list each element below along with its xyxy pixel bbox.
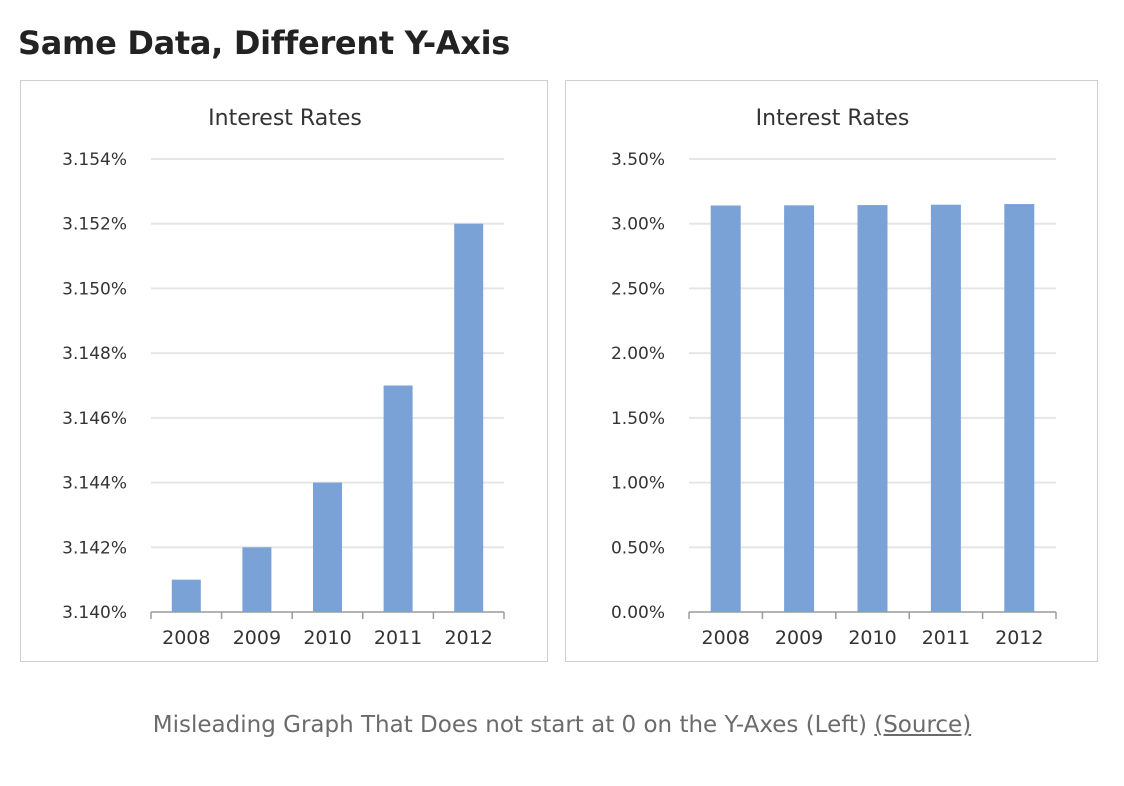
- page-title: Same Data, Different Y-Axis: [18, 24, 511, 62]
- caption-text: Misleading Graph That Does not start at …: [152, 712, 875, 738]
- y-tick-label: 0.00%: [611, 603, 665, 623]
- source-link[interactable]: (Source): [874, 712, 972, 738]
- x-tick-label: 2010: [848, 627, 896, 649]
- x-tick-label: 2012: [445, 627, 493, 649]
- x-tick-label: 2009: [233, 627, 281, 649]
- left-chart-panel: Interest Rates 3.140% 3.142% 3.144% 3.146% 3.…: [20, 80, 548, 662]
- left-bar-chart: Interest Rates 3.140% 3.142% 3.144% 3.146% 3.…: [62, 106, 505, 649]
- x-tick-label: 2009: [775, 627, 823, 649]
- x-tick-label: 2011: [374, 627, 422, 649]
- bar-2008: [171, 579, 201, 612]
- bar-2009: [242, 547, 272, 612]
- bar-2010: [313, 482, 342, 612]
- y-tick-label: 1.00%: [611, 474, 665, 494]
- bar-2008: [710, 205, 741, 613]
- x-tick-label: 2008: [162, 627, 210, 649]
- x-tick-label: 2012: [995, 627, 1043, 649]
- figure-caption: Misleading Graph That Does not start at …: [0, 712, 1124, 738]
- y-tick-label: 3.50%: [611, 150, 665, 170]
- bar-2009: [784, 205, 815, 612]
- y-tick-label: 3.148%: [62, 344, 127, 364]
- y-tick-label: 3.00%: [611, 215, 665, 235]
- chart-title: Interest Rates: [756, 106, 910, 131]
- bar-2012: [1004, 204, 1035, 612]
- y-tick-label: 3.146%: [62, 409, 127, 429]
- y-tick-label: 3.154%: [62, 150, 127, 170]
- bar-2012: [454, 223, 484, 612]
- bar-2011: [930, 204, 961, 612]
- y-tick-label: 3.142%: [62, 538, 127, 558]
- chart-title: Interest Rates: [208, 106, 362, 131]
- right-bar-chart: Interest Rates 0.00% 0.50% 1.00% 1.50% 2.00% 2…: [611, 106, 1057, 649]
- y-tick-label: 3.140%: [62, 603, 127, 623]
- bar-2010: [857, 205, 888, 612]
- x-tick-label: 2011: [922, 627, 970, 649]
- bar-2011: [383, 385, 413, 612]
- y-tick-label: 2.00%: [611, 344, 665, 364]
- x-tick-label: 2008: [702, 627, 750, 649]
- y-tick-label: 0.50%: [611, 538, 665, 558]
- y-tick-label: 2.50%: [611, 279, 665, 299]
- y-tick-label: 1.50%: [611, 409, 665, 429]
- y-tick-label: 3.152%: [62, 215, 127, 235]
- x-tick-label: 2010: [303, 627, 351, 649]
- y-tick-label: 3.150%: [62, 279, 127, 299]
- right-chart-panel: Interest Rates 0.00% 0.50% 1.00% 1.50% 2.00% 2…: [565, 80, 1098, 662]
- y-tick-label: 3.144%: [62, 474, 127, 494]
